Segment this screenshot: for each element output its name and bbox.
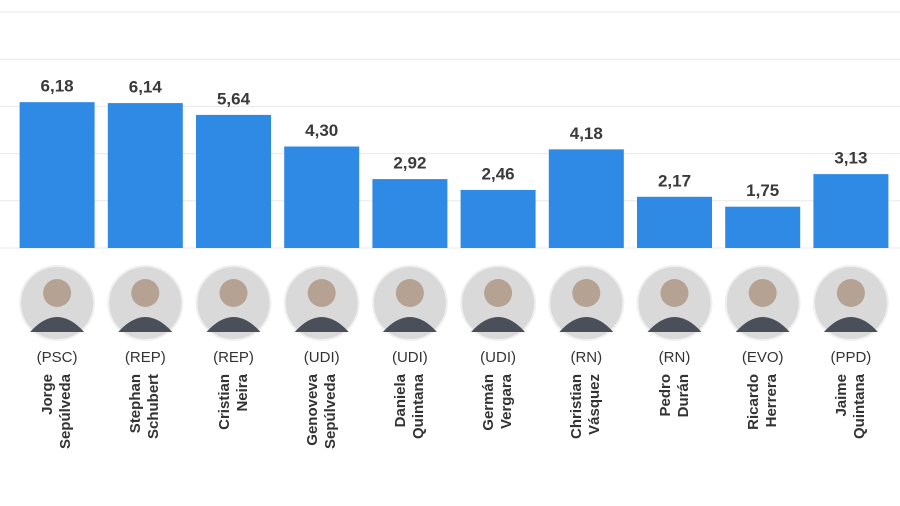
value-label: 2,17 — [658, 171, 691, 190]
value-label: 2,46 — [482, 164, 515, 183]
photo-body — [382, 317, 437, 332]
party-label: (EVO) — [742, 349, 784, 366]
photo-body — [647, 317, 702, 332]
photo-body — [735, 317, 790, 332]
photo-head — [660, 279, 689, 307]
party-label: (PPD) — [830, 349, 871, 366]
photo-head — [131, 279, 160, 307]
party-label: (PSC) — [37, 349, 78, 366]
bar — [637, 196, 712, 248]
party-label: (UDI) — [304, 349, 340, 366]
bar — [196, 114, 271, 249]
photo-body — [559, 317, 614, 332]
candidate-name: Pedro Durán — [656, 374, 692, 418]
value-label: 4,30 — [305, 121, 338, 140]
candidate-name: Daniela Quintana — [391, 374, 427, 440]
value-label: 5,64 — [217, 89, 251, 108]
party-label: (REP) — [213, 349, 254, 366]
candidate-name: Christian Vásquez — [568, 374, 604, 440]
value-label: 6,14 — [129, 78, 163, 97]
candidate-name: Ricardo Herrera — [744, 374, 780, 430]
photo-body — [823, 317, 878, 332]
photo-body — [206, 317, 261, 332]
bar — [284, 146, 360, 248]
candidate-name: Cristian Neira — [215, 374, 251, 430]
photo-head — [572, 279, 601, 307]
photo-head — [219, 279, 248, 307]
photo-head — [307, 279, 336, 307]
candidate-name: Genoveva Sepúlveda — [303, 374, 339, 450]
party-label: (RN) — [570, 349, 602, 366]
bar — [372, 179, 448, 248]
bar — [107, 103, 183, 248]
bar — [460, 189, 536, 248]
value-label: 4,18 — [570, 124, 603, 143]
party-label: (UDI) — [392, 349, 428, 366]
photo-head — [395, 279, 424, 307]
photo-body — [471, 317, 526, 332]
photo-head — [748, 279, 777, 307]
value-label: 1,75 — [746, 181, 779, 200]
photo-head — [43, 279, 72, 307]
party-label: (UDI) — [480, 349, 516, 366]
party-label: (RN) — [659, 349, 691, 366]
candidate-name: Jorge Sepúlveda — [39, 374, 75, 450]
bar — [19, 102, 95, 248]
bar — [725, 206, 801, 248]
bar — [813, 174, 889, 248]
value-label: 6,18 — [41, 77, 74, 96]
candidate-name: Jaime Quintana — [832, 374, 868, 440]
photo-body — [294, 317, 349, 332]
candidate-name: Stephan Schubert — [127, 374, 163, 440]
bar — [548, 149, 624, 248]
photo-head — [484, 279, 513, 307]
photo-head — [836, 279, 865, 307]
photo-body — [30, 317, 85, 332]
candidate-name: Germán Vergara — [480, 374, 516, 431]
party-label: (REP) — [125, 349, 166, 366]
photo-body — [118, 317, 173, 332]
value-label: 2,92 — [393, 154, 426, 173]
value-label: 3,13 — [834, 149, 867, 168]
